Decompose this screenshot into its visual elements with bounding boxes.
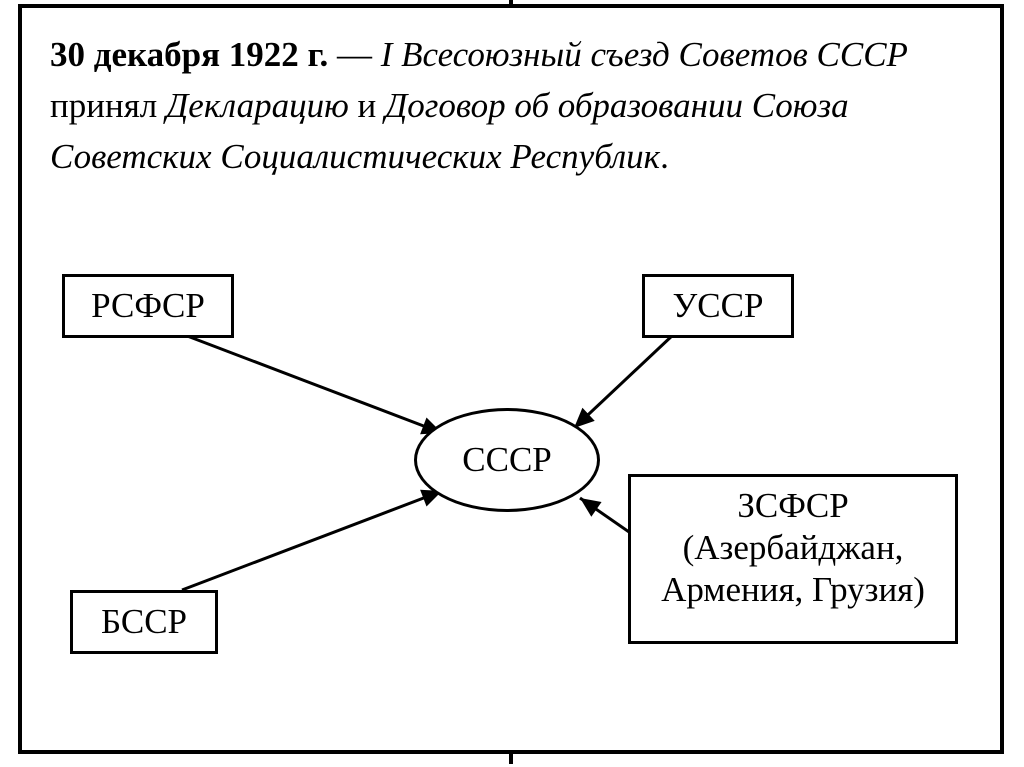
top-tick (509, 0, 513, 8)
node-line1: ЗСФСР (737, 486, 848, 525)
node-ussr: УССР (642, 274, 794, 338)
heading-event: I Всесоюзный съезд Советов СССР (381, 35, 908, 74)
node-label: УССР (673, 286, 764, 325)
page-frame: 30 декабря 1922 г. — I Всесоюзный съезд … (18, 4, 1004, 754)
bottom-tick (509, 750, 513, 764)
node-line2: (Азербайджан, (683, 528, 904, 567)
node-label: РСФСР (91, 286, 205, 325)
heading-date: 30 декабря 1922 г. (50, 35, 328, 74)
node-line3: Армения, Грузия) (661, 570, 925, 609)
center-label: СССР (462, 440, 552, 480)
heading-mid: принял (50, 86, 166, 125)
node-label: БССР (101, 602, 187, 641)
center-node: СССР (414, 408, 600, 512)
heading-text: 30 декабря 1922 г. — I Всесоюзный съезд … (50, 30, 972, 182)
heading-decl: Декларацию (166, 86, 349, 125)
node-bssr: БССР (70, 590, 218, 654)
heading-period: . (660, 137, 669, 176)
heading-dash: — (328, 35, 381, 74)
node-rsfsr: РСФСР (62, 274, 234, 338)
node-zsfsr: ЗСФСР (Азербайджан, Армения, Грузия) (628, 474, 958, 644)
heading-and: и (349, 86, 385, 125)
